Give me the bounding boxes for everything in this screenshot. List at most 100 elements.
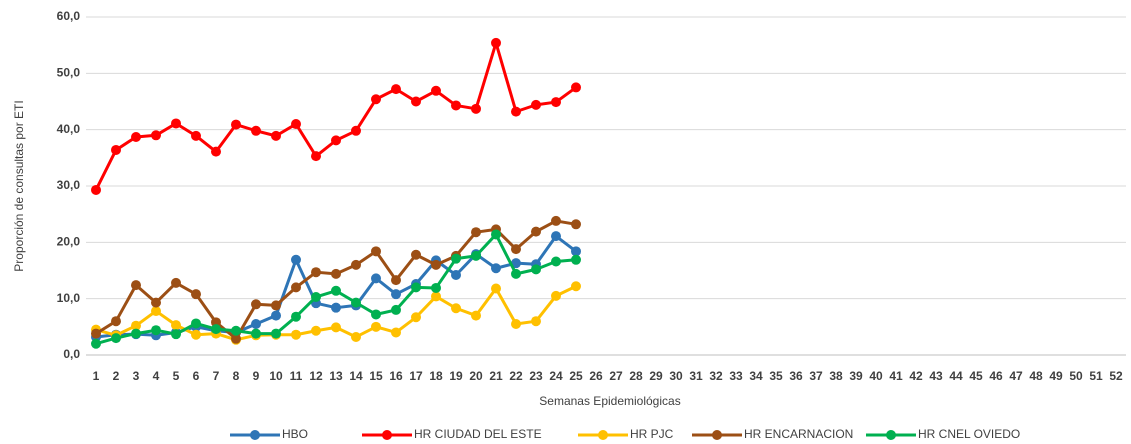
point [351,125,361,136]
point [291,329,301,340]
point [91,338,101,349]
legend-marker [598,430,608,440]
point [351,297,361,308]
x-tick-label: 40 [869,369,883,383]
point [111,316,121,327]
x-axis-title: Semanas Epidemiológicas [539,394,680,408]
point [371,321,381,332]
x-tick-label: 51 [1089,369,1103,383]
point [251,328,261,339]
point [371,273,381,284]
y-tick-label: 0,0 [63,347,80,361]
x-tick-label: 2 [113,369,120,383]
point [171,329,181,340]
point [451,270,461,281]
x-tick-label: 33 [729,369,743,383]
point [311,325,321,336]
point [551,231,561,242]
x-tick-label: 1 [93,369,100,383]
x-tick-label: 6 [193,369,200,383]
point [91,328,101,339]
point [571,219,581,230]
x-tick-label: 52 [1109,369,1123,383]
point [511,106,521,117]
point [271,300,281,311]
point [391,304,401,315]
point [491,229,501,240]
x-tick-label: 16 [389,369,403,383]
point [231,119,241,130]
point [391,84,401,95]
legend-label: HR CNEL OVIEDO [918,427,1020,441]
x-tick-label: 19 [449,369,463,383]
x-tick-label: 22 [509,369,523,383]
x-tick-label: 24 [549,369,563,383]
x-tick-label: 43 [929,369,943,383]
point [531,264,541,275]
y-tick-label: 40,0 [57,122,81,136]
x-tick-label: 25 [569,369,583,383]
y-tick-label: 30,0 [57,178,81,192]
point [191,289,201,300]
x-tick-label: 48 [1029,369,1043,383]
x-tick-label: 26 [589,369,603,383]
point [531,226,541,237]
point [291,254,301,265]
point [191,329,201,340]
point [471,103,481,114]
x-tick-label: 46 [989,369,1003,383]
legend-marker [886,430,896,440]
point [271,130,281,141]
point [491,263,501,274]
x-tick-label: 5 [173,369,180,383]
x-tick-label: 35 [769,369,783,383]
point [451,253,461,264]
point [211,324,221,335]
x-tick-label: 45 [969,369,983,383]
point [571,281,581,292]
point [431,85,441,96]
point [451,100,461,111]
x-tick-label: 11 [290,369,303,383]
x-tick-label: 30 [669,369,683,383]
point [491,283,501,294]
x-tick-label: 50 [1069,369,1083,383]
point [131,320,141,331]
x-tick-label: 17 [409,369,423,383]
point [351,331,361,342]
point [271,310,281,321]
point [331,285,341,296]
point [311,291,321,302]
y-tick-label: 20,0 [57,235,81,249]
x-tick-label: 20 [469,369,483,383]
point [431,259,441,270]
x-tick-label: 12 [309,369,323,383]
point [511,268,521,279]
point [131,131,141,142]
legend-label: HR ENCARNACION [744,427,853,441]
point [451,303,461,314]
x-tick-label: 9 [253,369,260,383]
x-tick-label: 42 [909,369,923,383]
point [311,267,321,278]
point [571,246,581,257]
series-line [94,41,577,191]
x-tick-label: 7 [213,369,220,383]
x-tick-label: 41 [889,369,903,383]
point [571,82,581,93]
point [371,309,381,320]
point [491,37,501,48]
point [471,227,481,238]
point [111,333,121,344]
point [331,322,341,333]
x-tick-label: 47 [1009,369,1023,383]
x-tick-label: 37 [809,369,823,383]
x-tick-label: 8 [233,369,240,383]
legend-label: HBO [282,427,308,441]
point [331,135,341,146]
point [291,311,301,322]
x-tick-label: 14 [349,369,363,383]
point [511,244,521,255]
point [231,333,241,344]
